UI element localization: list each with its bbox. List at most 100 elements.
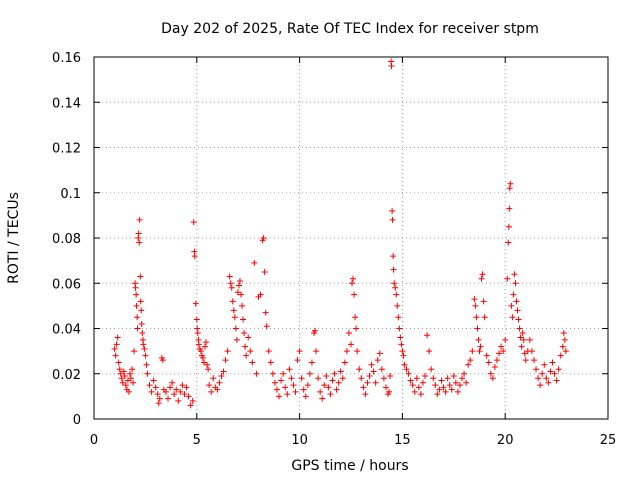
data-point bbox=[388, 63, 395, 70]
data-point bbox=[518, 343, 525, 350]
data-point bbox=[118, 375, 125, 382]
data-point bbox=[372, 379, 379, 386]
data-point bbox=[302, 393, 309, 400]
data-point bbox=[560, 330, 567, 337]
data-point bbox=[396, 325, 403, 332]
data-point bbox=[290, 382, 297, 389]
data-point bbox=[116, 366, 123, 373]
data-point bbox=[390, 253, 397, 260]
data-point bbox=[543, 375, 550, 382]
data-point bbox=[111, 345, 118, 352]
data-point bbox=[169, 379, 176, 386]
data-point bbox=[120, 368, 127, 375]
data-point bbox=[390, 266, 397, 273]
data-point bbox=[133, 291, 140, 298]
data-point bbox=[382, 384, 389, 391]
data-point bbox=[356, 366, 363, 373]
data-point bbox=[137, 298, 144, 305]
data-point bbox=[391, 280, 398, 287]
data-point bbox=[493, 357, 500, 364]
x-tick-label: 10 bbox=[291, 433, 308, 448]
x-tick-label: 5 bbox=[193, 433, 201, 448]
data-point bbox=[519, 330, 526, 337]
x-tick-label: 20 bbox=[497, 433, 514, 448]
data-point bbox=[139, 330, 146, 337]
data-point bbox=[205, 366, 212, 373]
data-point bbox=[115, 359, 122, 366]
data-point bbox=[235, 282, 242, 289]
data-point bbox=[448, 386, 455, 393]
data-point bbox=[317, 388, 324, 395]
chart-title: Day 202 of 2025, Rate Of TEC Index for r… bbox=[161, 21, 539, 37]
data-point bbox=[280, 370, 287, 377]
data-point bbox=[440, 384, 447, 391]
data-point bbox=[276, 393, 283, 400]
data-point bbox=[210, 375, 217, 382]
data-point bbox=[474, 325, 481, 332]
data-point bbox=[175, 397, 182, 404]
data-point bbox=[452, 379, 459, 386]
data-point bbox=[260, 235, 267, 241]
data-point bbox=[341, 359, 348, 366]
data-point bbox=[409, 382, 416, 389]
data-point bbox=[463, 379, 470, 386]
data-point bbox=[480, 298, 487, 305]
data-point bbox=[454, 388, 461, 395]
data-point bbox=[220, 368, 227, 375]
data-point bbox=[165, 395, 172, 402]
y-tick-label: 0.06 bbox=[52, 277, 81, 292]
x-axis-label: GPS time / hours bbox=[291, 458, 408, 474]
data-point bbox=[134, 314, 141, 321]
data-point bbox=[345, 330, 352, 337]
data-point bbox=[284, 391, 291, 398]
data-point bbox=[502, 336, 509, 343]
data-point bbox=[407, 377, 414, 384]
data-point bbox=[547, 368, 554, 375]
data-point bbox=[354, 348, 361, 355]
data-point bbox=[426, 348, 433, 355]
data-point bbox=[522, 357, 529, 364]
data-point bbox=[541, 361, 548, 368]
data-point bbox=[130, 379, 137, 386]
data-point bbox=[312, 327, 319, 334]
data-point bbox=[236, 277, 243, 284]
y-tick-label: 0.16 bbox=[52, 51, 81, 66]
data-point bbox=[292, 388, 299, 395]
data-point bbox=[173, 386, 180, 393]
data-point bbox=[273, 386, 280, 393]
data-point bbox=[530, 357, 537, 364]
data-point bbox=[232, 325, 239, 332]
data-point bbox=[392, 284, 399, 291]
data-point bbox=[185, 393, 192, 400]
data-point bbox=[517, 334, 524, 341]
data-point bbox=[514, 307, 521, 314]
data-point bbox=[245, 334, 252, 341]
data-point bbox=[389, 207, 396, 214]
data-point bbox=[323, 373, 330, 380]
data-point bbox=[224, 348, 231, 355]
data-point bbox=[190, 219, 197, 226]
data-point bbox=[478, 275, 485, 282]
data-point bbox=[353, 325, 360, 332]
data-point bbox=[509, 314, 516, 321]
data-point bbox=[553, 377, 560, 384]
data-point bbox=[222, 357, 229, 364]
y-tick-label: 0.02 bbox=[52, 368, 81, 383]
data-point bbox=[143, 361, 150, 368]
data-point bbox=[419, 379, 426, 386]
data-point bbox=[459, 375, 466, 382]
data-point bbox=[387, 373, 394, 380]
data-point bbox=[199, 354, 206, 361]
data-point bbox=[415, 384, 422, 391]
data-point bbox=[117, 370, 124, 377]
data-point bbox=[253, 370, 260, 377]
data-point bbox=[537, 382, 544, 389]
data-point bbox=[467, 357, 474, 364]
data-point bbox=[208, 388, 215, 395]
y-tick-label: 0 bbox=[73, 413, 81, 428]
data-point bbox=[195, 341, 202, 348]
data-point bbox=[192, 300, 199, 307]
data-point bbox=[146, 382, 153, 389]
data-point bbox=[228, 284, 235, 291]
